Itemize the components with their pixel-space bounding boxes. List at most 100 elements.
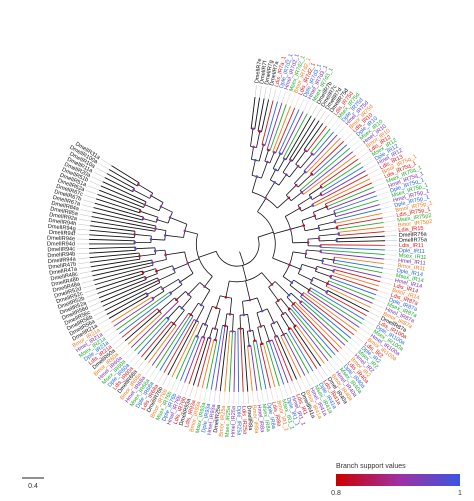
tree-branch xyxy=(242,301,245,315)
tree-branch xyxy=(89,246,136,250)
tree-branch xyxy=(301,205,313,212)
tree-branch xyxy=(319,227,338,231)
support-node xyxy=(157,279,160,282)
support-node xyxy=(141,217,145,220)
tree-branch xyxy=(173,263,189,270)
guide-line xyxy=(347,341,358,350)
leaf-label: DmelIR47a xyxy=(49,266,78,276)
tree-branch xyxy=(108,169,138,187)
tree-branch xyxy=(187,258,200,264)
tree-branch xyxy=(285,115,312,161)
leaf-label: DmelIR25a xyxy=(213,404,222,433)
guide-line xyxy=(106,329,117,338)
guide-line xyxy=(78,219,91,222)
support-node xyxy=(287,307,291,311)
support-node xyxy=(274,168,277,172)
guide-line xyxy=(89,301,101,307)
support-node xyxy=(272,321,276,325)
leaf-label: Hmel_IR8a xyxy=(255,404,265,433)
tree-branch xyxy=(233,331,236,392)
legend-colorbar xyxy=(336,474,460,486)
leaf-label: Dple_IR25a xyxy=(235,406,241,436)
support-legend: Branch support values 0.8 1 xyxy=(331,463,462,497)
support-node xyxy=(273,181,276,184)
tree-branch xyxy=(306,249,321,252)
support-node xyxy=(248,329,252,333)
tree-branch xyxy=(303,123,324,151)
guide-line xyxy=(77,233,90,235)
tree-branch xyxy=(188,337,206,385)
guide-line xyxy=(302,100,309,112)
guide-line xyxy=(366,315,378,322)
tree-branch xyxy=(92,262,153,277)
tree-branch xyxy=(100,185,145,206)
tree-branch xyxy=(271,339,289,384)
tree-branch xyxy=(327,290,369,313)
support-node xyxy=(333,220,337,224)
guide-line xyxy=(96,314,107,321)
support-node xyxy=(317,226,321,230)
tree-branch xyxy=(92,211,157,227)
guide-line xyxy=(370,307,382,313)
leaf-label: Msex_IR11 xyxy=(398,253,426,261)
tree-branch xyxy=(272,153,281,169)
tree-branch xyxy=(104,177,133,193)
tree-branch xyxy=(303,134,338,172)
leaf-label: Hmel_IR11 xyxy=(398,258,426,267)
guide-line xyxy=(365,164,377,171)
tree-branch xyxy=(289,307,332,359)
guide-line xyxy=(307,103,314,114)
tree-branch xyxy=(320,246,385,251)
tree-branch xyxy=(306,125,327,153)
tree-branch xyxy=(89,238,135,242)
tree-branch xyxy=(318,233,339,237)
leaf-label: DmelIR94g xyxy=(48,224,76,233)
guide-line xyxy=(344,345,354,354)
tree-branch xyxy=(282,113,308,159)
tree-branch xyxy=(256,131,261,148)
support-node xyxy=(296,164,300,168)
tree-branch xyxy=(321,162,362,189)
tree-branch xyxy=(278,174,287,186)
support-node xyxy=(180,306,184,310)
support-node xyxy=(228,312,232,316)
tree-branch xyxy=(159,315,194,371)
tree-branch xyxy=(313,178,371,207)
guide-line xyxy=(89,181,101,187)
tree-branch xyxy=(252,340,262,391)
tree-branch xyxy=(250,97,256,129)
tree-branch xyxy=(273,228,291,235)
tree-branch xyxy=(257,231,274,238)
tree-branch xyxy=(289,165,299,178)
tree-branch xyxy=(297,173,313,188)
tree-branch xyxy=(171,321,200,378)
tree-branch xyxy=(326,285,371,308)
tree-branch xyxy=(175,335,197,380)
support-node xyxy=(155,269,158,273)
guide-line xyxy=(93,310,105,316)
tree-branch xyxy=(320,252,385,260)
guide-line xyxy=(312,370,320,382)
tree-branch xyxy=(198,250,217,258)
tree-branch xyxy=(95,273,144,290)
tree-branch xyxy=(280,335,302,378)
tree-branch xyxy=(292,251,306,255)
support-node xyxy=(267,339,271,343)
tree-branch xyxy=(320,244,385,246)
support-node xyxy=(290,281,294,284)
tree-branch xyxy=(272,105,291,153)
support-node xyxy=(161,287,164,291)
guide-line xyxy=(372,303,384,309)
tree-branch xyxy=(304,227,319,232)
guide-line xyxy=(331,357,340,368)
tree-branch xyxy=(287,309,329,361)
support-node xyxy=(143,203,147,206)
tree-branch xyxy=(293,303,339,353)
support-node xyxy=(321,259,324,263)
tree-branch xyxy=(196,323,204,337)
guide-line xyxy=(194,386,198,399)
tree-branch xyxy=(280,298,290,310)
tree-branch xyxy=(90,258,141,268)
tree-branch xyxy=(269,152,275,164)
tree-branch xyxy=(258,144,264,162)
